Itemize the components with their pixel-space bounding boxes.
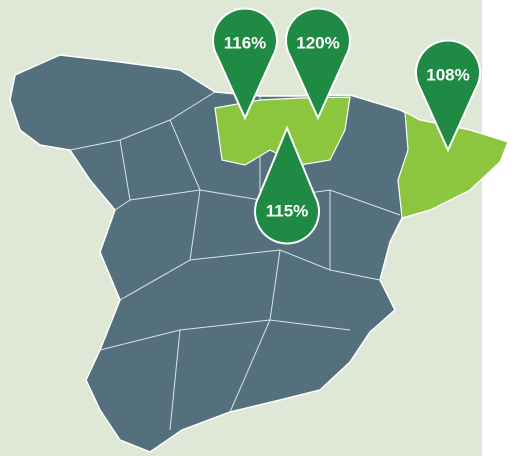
pin: 120% [285,7,351,121]
pin-label: 115% [266,201,309,220]
pin-label: 120% [296,33,339,52]
pin-label: 116% [224,33,267,52]
pin: 108% [415,39,481,153]
pin: 116% [212,7,278,121]
province-borders [69,91,401,431]
pin: 115% [254,125,320,245]
margin [482,0,516,456]
pin-label: 108% [426,65,469,84]
